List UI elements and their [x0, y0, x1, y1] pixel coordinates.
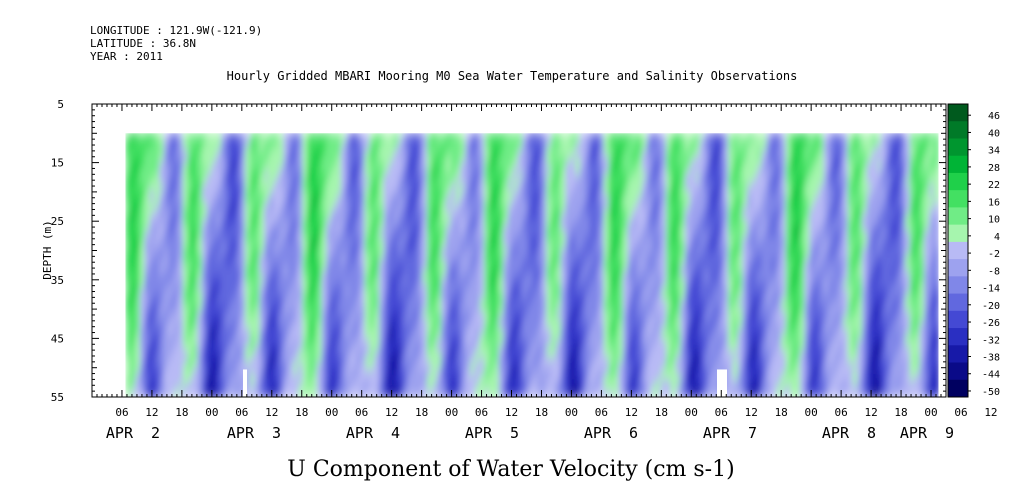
colorbar-swatch [948, 259, 968, 277]
x-hour-label: 06 [235, 406, 248, 419]
x-hour-label: 12 [745, 406, 758, 419]
colorbar-legend: 46 40 34 28 22 16 10 4 -2 -8 -14 -20 -26 -32 -38 -44 -50 [947, 103, 1000, 398]
colorbar-label: 10 [988, 215, 1000, 226]
colorbar-swatch [948, 276, 968, 295]
colorbar-swatch [948, 172, 968, 191]
y-axis: 5 15 25 35 45 55 [51, 98, 946, 404]
colorbar-label: -20 [982, 301, 1000, 312]
colorbar-swatch [948, 379, 968, 398]
colorbar-swatch [948, 362, 968, 381]
colorbar-label: -2 [988, 249, 1000, 260]
data-gaps [243, 369, 727, 397]
colorbar-swatch [948, 224, 968, 243]
x-hour-label: 12 [625, 406, 638, 419]
y-axis-label: DEPTH (m) [41, 220, 54, 280]
colorbar-swatch [948, 104, 968, 122]
x-day-label: APR 7 [703, 424, 757, 442]
x-hour-label: 06 [954, 406, 967, 419]
colorbar-swatch [948, 121, 968, 139]
heatmap-cells [125, 133, 939, 398]
x-day-label: APR 6 [584, 424, 638, 442]
chart-subtitle: U Component of Water Velocity (cm s-1) [287, 457, 734, 482]
colorbar-swatch [948, 293, 968, 312]
colorbar-swatch [948, 155, 968, 174]
colorbar-label: -32 [982, 335, 1000, 346]
year-label: YEAR : 2011 [90, 50, 163, 63]
colorbar-label: 4 [994, 232, 1000, 243]
x-hour-label: 12 [265, 406, 278, 419]
colorbar-label: 16 [988, 197, 1000, 208]
x-hour-label: 12 [984, 406, 997, 419]
x-hour-label: 18 [175, 406, 188, 419]
colorbar-label: 28 [988, 163, 1000, 174]
colorbar-swatch [948, 328, 968, 346]
x-day-label: APR 8 [822, 424, 876, 442]
colorbar-swatch [948, 345, 968, 364]
y-tick-label: 45 [51, 332, 64, 345]
x-hour-label: 06 [115, 406, 128, 419]
longitude-label: LONGITUDE : 121.9W(-121.9) [90, 24, 263, 37]
colorbar-swatch [948, 310, 968, 329]
data-gap [243, 369, 247, 397]
colorbar-label: -14 [982, 284, 1000, 295]
x-day-label: APR 5 [465, 424, 519, 442]
colorbar-label: -8 [988, 266, 1000, 277]
x-hour-label: 06 [355, 406, 368, 419]
x-hour-label: 06 [715, 406, 728, 419]
colorbar-swatch [948, 241, 968, 260]
colorbar-label: -26 [982, 318, 1000, 329]
x-hour-label: 06 [475, 406, 488, 419]
x-hour-label: 12 [385, 406, 398, 419]
latitude-label: LATITUDE : 36.8N [90, 37, 196, 50]
colorbar-frame [947, 103, 969, 398]
x-hour-label: 00 [805, 406, 818, 419]
x-day-label: APR 4 [346, 424, 400, 442]
x-hour-label: 00 [205, 406, 218, 419]
colorbar-label: 46 [988, 111, 1000, 122]
y-tick-label: 25 [51, 215, 64, 228]
x-hour-label: 18 [295, 406, 308, 419]
x-hour-label: 00 [325, 406, 338, 419]
y-tick-label: 35 [51, 274, 64, 287]
colorbar-swatch [948, 190, 968, 208]
x-hour-label: 12 [145, 406, 158, 419]
x-hour-label: 00 [445, 406, 458, 419]
x-hour-label: 18 [655, 406, 668, 419]
colorbar-label: 22 [988, 180, 1000, 191]
y-tick-label: 15 [51, 157, 64, 170]
data-gap [717, 369, 727, 397]
x-hour-label: 06 [834, 406, 847, 419]
x-hour-label: 18 [894, 406, 907, 419]
x-hour-label: 00 [565, 406, 578, 419]
x-day-label: APR 9 [900, 424, 954, 442]
x-axis: 06 12 18 00 06 12 18 00 06 12 18 00 06 12 18 00 06 12 18 00… [91, 104, 998, 442]
colorbar-label: -44 [982, 370, 1000, 381]
colorbar-swatch [948, 207, 968, 226]
y-tick-label: 5 [57, 98, 64, 111]
heatmap-area [125, 133, 939, 398]
colorbar-swatch [948, 138, 968, 157]
chart-title: Hourly Gridded MBARI Mooring M0 Sea Wate… [227, 69, 798, 83]
colorbar-label: -38 [982, 352, 1000, 363]
x-hour-label: 00 [924, 406, 937, 419]
x-day-label: APR 2 [106, 424, 160, 442]
x-hour-label: 12 [864, 406, 877, 419]
colorbar-label: 34 [988, 146, 1000, 157]
colorbar-label: -50 [982, 387, 1000, 398]
x-hour-label: 18 [775, 406, 788, 419]
y-tick-label: 55 [51, 391, 64, 404]
x-day-label: APR 3 [227, 424, 281, 442]
x-hour-label: 12 [505, 406, 518, 419]
colorbar-label: 40 [988, 128, 1000, 139]
x-hour-label: 18 [415, 406, 428, 419]
x-hour-label: 18 [535, 406, 548, 419]
x-hour-label: 06 [595, 406, 608, 419]
x-hour-label: 00 [685, 406, 698, 419]
